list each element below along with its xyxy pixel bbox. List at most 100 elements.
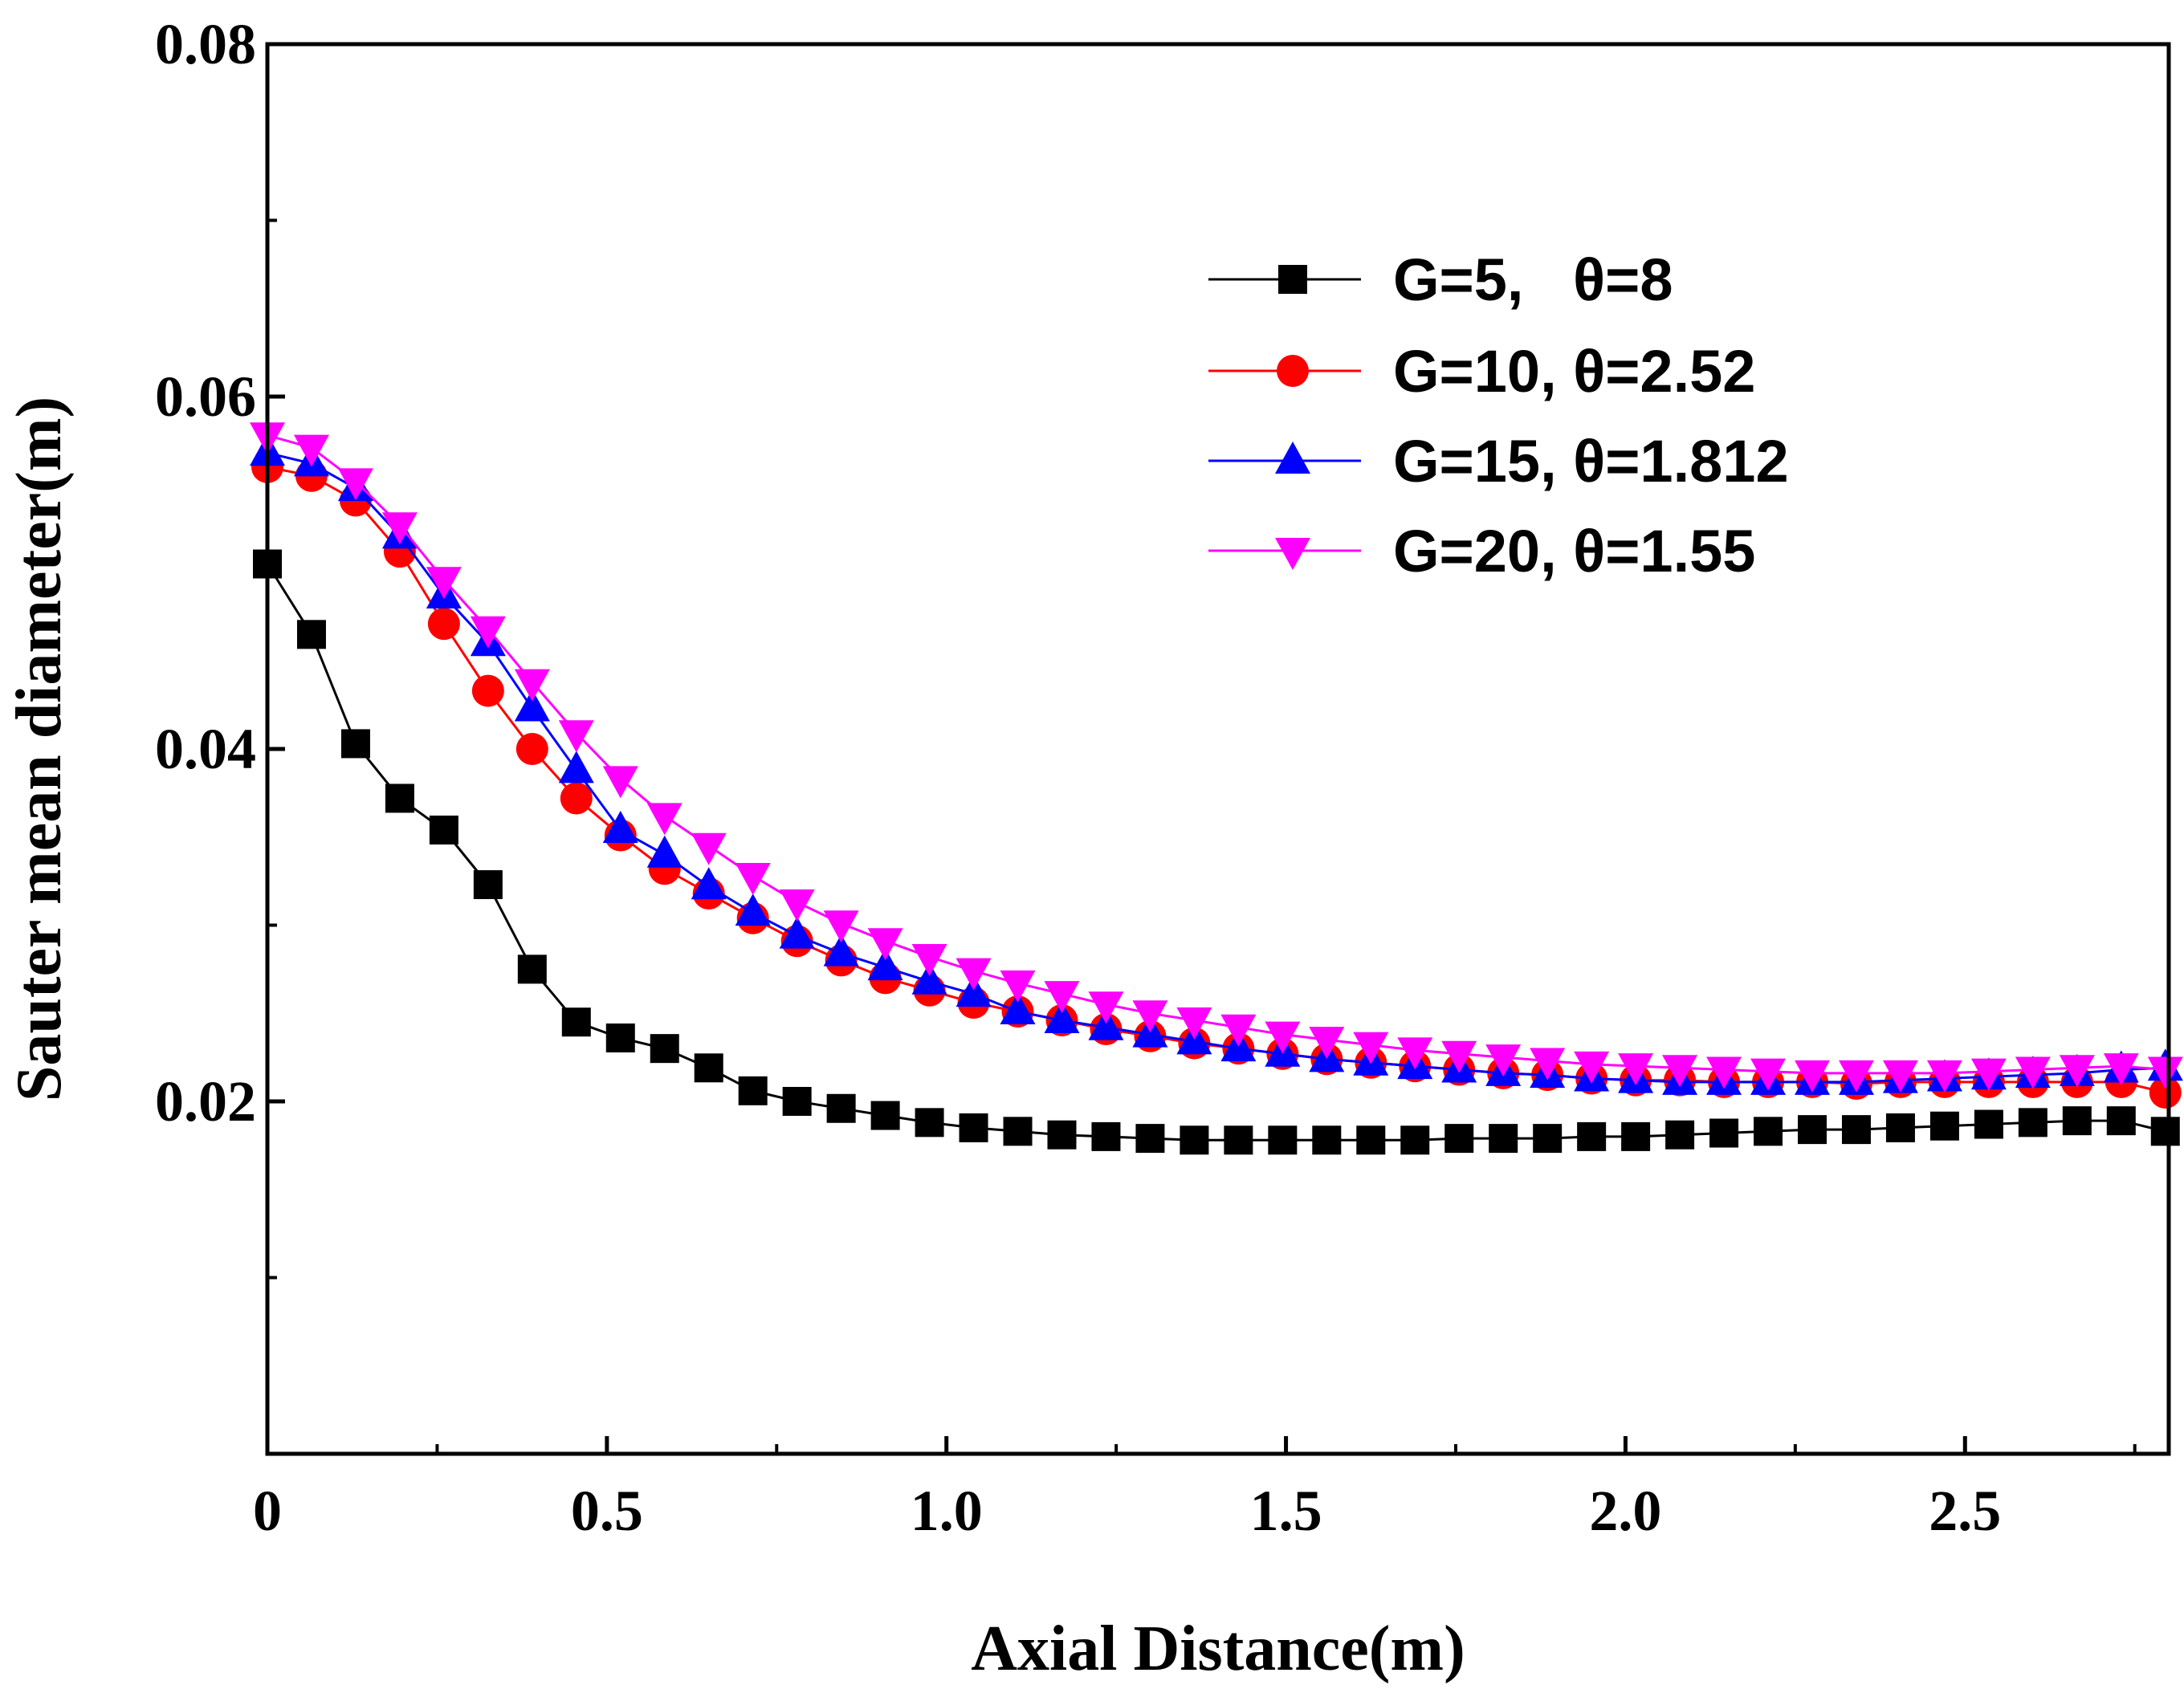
data-point: [2106, 1106, 2136, 1136]
data-point: [826, 1093, 856, 1123]
data-point: [1268, 1125, 1298, 1155]
legend-entry: G=15, θ=1.812: [1208, 428, 1789, 494]
data-point: [1662, 1055, 1698, 1088]
y-tick-label: 0.06: [155, 364, 256, 429]
data-point: [560, 782, 593, 815]
data-point: [1353, 1032, 1389, 1064]
data-point: [1000, 970, 1036, 1003]
data-point: [1530, 1048, 1566, 1081]
data-point: [1882, 1060, 1918, 1093]
data-point: [1265, 1021, 1301, 1054]
data-point: [691, 832, 727, 865]
data-point: [1132, 1000, 1168, 1033]
x-axis-label: Axial Distance(m): [971, 1614, 1465, 1684]
data-point: [1356, 1125, 1386, 1155]
data-point: [867, 948, 903, 981]
data-point: [782, 1087, 812, 1116]
data-point: [779, 889, 815, 922]
data-point: [1706, 1056, 1742, 1089]
series-layer: [250, 422, 2183, 1155]
data-point: [1135, 1124, 1165, 1154]
data-point: [293, 434, 329, 467]
data-point: [823, 934, 859, 967]
x-tick-label: 1.0: [911, 1479, 983, 1543]
data-point: [735, 863, 771, 896]
legend-entry: G=10, θ=2.52: [1208, 338, 1755, 405]
x-tick-label: 1.5: [1250, 1479, 1322, 1543]
data-point: [561, 1007, 591, 1037]
data-point: [1485, 1044, 1522, 1077]
data-point: [1044, 1001, 1080, 1034]
data-point: [1929, 1111, 1959, 1141]
data-point: [1577, 1121, 1607, 1151]
data-point: [1309, 1027, 1345, 1060]
x-tick-label: 2.5: [1929, 1479, 2001, 1543]
y-tick-label: 0.02: [155, 1069, 256, 1133]
x-tick-label: 2.0: [1589, 1479, 1661, 1543]
data-point: [470, 616, 506, 649]
data-point: [1003, 1117, 1033, 1146]
data-point: [340, 729, 370, 759]
data-point: [1400, 1125, 1430, 1155]
data-point: [1091, 1121, 1121, 1151]
data-point: [911, 944, 947, 977]
data-point: [381, 512, 418, 545]
data-point: [1088, 1007, 1124, 1040]
legend-label: G=10, θ=2.52: [1393, 338, 1755, 405]
legend-label: G=15, θ=1.812: [1393, 428, 1789, 494]
data-point: [1047, 1120, 1077, 1150]
y-tick-label: 0.08: [155, 12, 256, 76]
data-point: [738, 1076, 768, 1105]
legend: G=5, θ=8 G=10, θ=2.52 G=15, θ=1.812 G=20, θ…: [1208, 246, 1789, 584]
series-4: [250, 422, 2183, 1093]
data-point: [385, 783, 414, 813]
data-point: [2059, 1055, 2095, 1088]
data-point: [694, 1053, 723, 1083]
legend-marker: [1278, 265, 1307, 294]
data-point: [650, 1034, 679, 1064]
data-point: [1926, 1060, 1962, 1093]
data-point: [296, 620, 326, 649]
data-point: [1000, 992, 1036, 1025]
data-point: [691, 867, 727, 900]
data-point: [427, 608, 460, 641]
data-point: [959, 1113, 988, 1142]
axis-layer: 0 0.5 1.0 1.5 2.0 2.5 0.02 0.04 0.06 0.08: [155, 12, 2137, 1543]
data-point: [517, 954, 547, 984]
data-point: [471, 674, 504, 707]
data-point: [1489, 1124, 1518, 1154]
y-tick-label: 0.04: [155, 717, 256, 781]
data-point: [1044, 981, 1080, 1014]
data-point: [1088, 991, 1124, 1024]
data-point: [2062, 1106, 2092, 1136]
data-point: [1220, 1014, 1257, 1047]
data-point: [1970, 1058, 2007, 1091]
x-tick-label: 0: [253, 1479, 282, 1543]
data-point: [823, 910, 859, 943]
data-point: [1754, 1117, 1783, 1146]
data-point: [1444, 1124, 1474, 1154]
data-point: [867, 928, 903, 961]
data-point: [1709, 1118, 1739, 1148]
legend-marker: [1275, 442, 1310, 474]
legend-entry: G=20, θ=1.55: [1208, 518, 1755, 584]
data-point: [1441, 1040, 1477, 1073]
data-point: [646, 803, 682, 836]
data-point: [1750, 1058, 1787, 1091]
data-point: [337, 468, 373, 501]
data-point: [2018, 1108, 2048, 1138]
data-point: [515, 733, 548, 765]
data-point: [1312, 1125, 1342, 1155]
data-point: [1621, 1121, 1651, 1151]
legend-label: G=5, θ=8: [1393, 246, 1673, 313]
data-point: [558, 720, 594, 753]
data-point: [602, 810, 638, 843]
data-point: [956, 958, 992, 991]
data-point: [514, 689, 550, 722]
y-axis-label: Sauter mean diameter(m): [4, 397, 75, 1101]
data-point: [1180, 1125, 1209, 1155]
legend-marker: [1275, 538, 1310, 570]
data-point: [1618, 1053, 1654, 1086]
data-point: [779, 916, 815, 949]
